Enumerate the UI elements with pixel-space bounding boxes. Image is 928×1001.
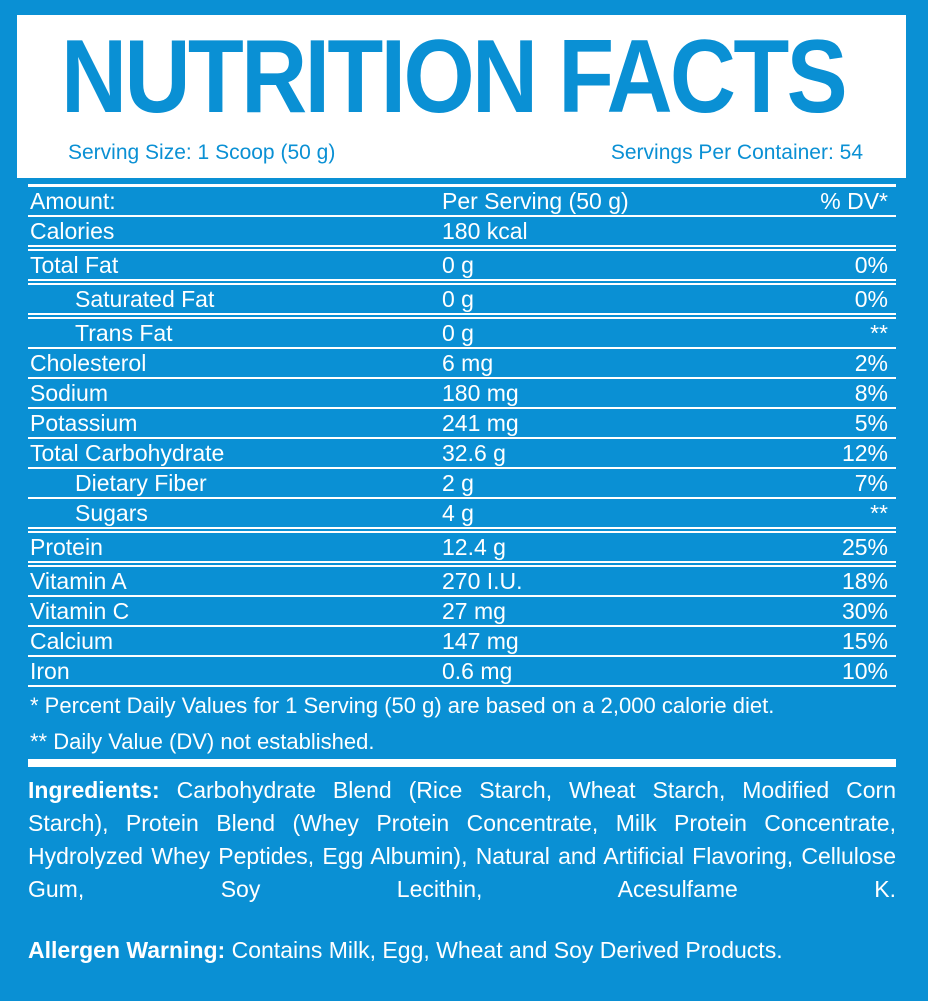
nutrient-value: 0.6 mg <box>442 658 513 684</box>
nutrient-label: Dietary Fiber <box>75 470 207 496</box>
nutrient-label: Sodium <box>30 380 108 406</box>
nutrient-label: Vitamin C <box>30 598 130 624</box>
nutrient-dv-value: 0% <box>854 252 888 278</box>
nutrient-row: Sugars 4 g ** <box>28 499 896 533</box>
nutrient-row: Vitamin C 27 mg 30% <box>28 597 896 627</box>
nutrient-value: 32.6 g <box>442 440 506 466</box>
nutrient-row: Iron 0.6 mg 10% <box>28 657 896 687</box>
nutrient-dv-value: 10% <box>841 658 888 684</box>
column-header-amount: Amount: <box>30 188 116 214</box>
nutrient-row: Cholesterol 6 mg 2% <box>28 349 896 379</box>
nutrient-dv-value <box>888 217 896 245</box>
nutrient-value: 2 g <box>442 470 474 496</box>
nutrient-label: Vitamin A <box>30 568 127 594</box>
nutrient-dv-value: 2% <box>854 350 888 376</box>
allergen-warning: Allergen Warning: Contains Milk, Egg, Wh… <box>28 936 896 964</box>
nutrient-value: 0 g <box>442 320 474 346</box>
nutrient-table: Amount: Per Serving (50 g) % DV* Calorie… <box>28 184 896 687</box>
serving-info-row: Serving Size: 1 Scoop (50 g) Servings Pe… <box>68 141 863 165</box>
nutrient-label: Iron <box>30 658 70 684</box>
nutrient-dv-value: 25% <box>841 534 888 560</box>
footnote-daily-values: * Percent Daily Values for 1 Serving (50… <box>30 693 775 718</box>
footnote-not-established: ** Daily Value (DV) not established. <box>30 729 375 754</box>
serving-size-text: Serving Size: 1 Scoop (50 g) <box>68 141 336 164</box>
nutrient-dv-value: 8% <box>854 380 888 406</box>
nutrient-value: 270 I.U. <box>442 568 523 594</box>
nutrient-value: 4 g <box>442 500 474 526</box>
nutrient-label: Total Fat <box>30 252 119 278</box>
nutrient-row: Dietary Fiber 2 g 7% <box>28 469 896 499</box>
nutrient-row: Vitamin A 270 I.U. 18% <box>28 567 896 597</box>
table-header-row: Amount: Per Serving (50 g) % DV* <box>28 187 896 217</box>
nutrient-dv-value: 18% <box>841 568 888 594</box>
nutrient-value: 27 mg <box>442 598 506 624</box>
allergen-text: Contains Milk, Egg, Wheat and Soy Derive… <box>231 937 783 963</box>
allergen-label: Allergen Warning: <box>28 937 226 963</box>
nutrient-row: Calcium 147 mg 15% <box>28 627 896 657</box>
nutrient-value: 180 mg <box>442 380 519 406</box>
nutrient-row: Potassium 241 mg 5% <box>28 409 896 439</box>
nutrient-row: Total Fat 0 g 0% <box>28 251 896 285</box>
ingredients-label: Ingredients: <box>28 777 160 803</box>
nutrient-row: Total Carbohydrate 32.6 g 12% <box>28 439 896 469</box>
nutrient-row: Protein 12.4 g 25% <box>28 533 896 567</box>
nutrient-dv-value: ** <box>870 500 888 526</box>
section-divider-bar <box>28 759 896 767</box>
nutrient-label: Saturated Fat <box>75 286 215 312</box>
nutrient-value: 0 g <box>442 286 474 312</box>
nutrient-value: 0 g <box>442 252 474 278</box>
nutrient-dv-value: 30% <box>841 598 888 624</box>
nutrient-label: Protein <box>30 534 103 560</box>
nutrient-row: Calories 180 kcal <box>28 217 896 251</box>
header-panel: NUTRITION FACTS Serving Size: 1 Scoop (5… <box>17 15 906 178</box>
nutrient-row: Sodium 180 mg 8% <box>28 379 896 409</box>
nutrient-value: 180 kcal <box>442 218 528 244</box>
column-header-dv: % DV* <box>820 188 888 214</box>
nutrient-label: Sugars <box>75 500 148 526</box>
ingredients-text: Carbohydrate Blend (Rice Starch, Wheat S… <box>28 777 897 902</box>
nutrient-value: 6 mg <box>442 350 494 376</box>
nutrient-dv-value: 5% <box>854 410 888 436</box>
nutrient-dv-value: 7% <box>854 470 888 496</box>
nutrient-dv-value: 0% <box>854 286 888 312</box>
nutrient-label: Cholesterol <box>30 350 147 376</box>
nutrient-value: 147 mg <box>442 628 519 654</box>
nutrient-label: Calcium <box>30 628 114 654</box>
page-title: NUTRITION FACTS <box>61 19 848 135</box>
nutrient-label: Total Carbohydrate <box>30 440 225 466</box>
nutrient-value: 12.4 g <box>442 534 506 560</box>
nutrient-label: Calories <box>30 218 115 244</box>
nutrient-value: 241 mg <box>442 410 519 436</box>
nutrient-label: Trans Fat <box>75 320 173 346</box>
nutrient-row: Trans Fat 0 g ** <box>28 319 896 349</box>
nutrient-dv-value: 12% <box>841 440 888 466</box>
nutrient-dv-value: ** <box>870 320 888 346</box>
nutrient-label: Potassium <box>30 410 138 436</box>
nutrient-dv-value: 15% <box>841 628 888 654</box>
column-header-per-serving: Per Serving (50 g) <box>442 188 629 214</box>
nutrient-row: Saturated Fat 0 g 0% <box>28 285 896 319</box>
ingredients-paragraph: Ingredients: Carbohydrate Blend (Rice St… <box>28 774 896 906</box>
servings-per-container-text: Servings Per Container: 54 <box>610 141 863 164</box>
